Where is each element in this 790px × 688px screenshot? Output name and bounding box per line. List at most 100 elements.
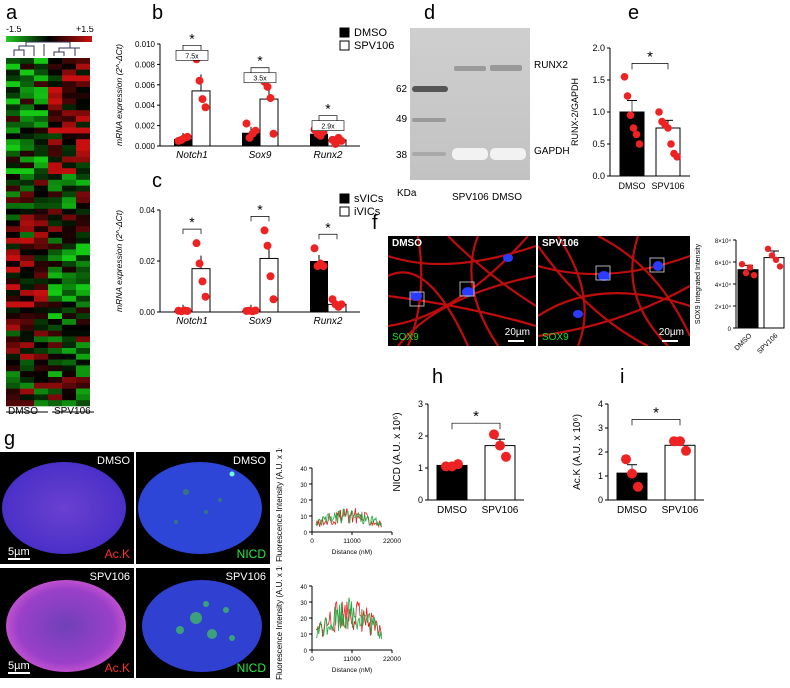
heatmap-cell: [76, 382, 90, 389]
heatmap-cell: [6, 226, 20, 233]
significance-star: *: [257, 53, 263, 69]
heatmap-cell: [48, 162, 62, 169]
data-point: [453, 459, 463, 470]
heatmap-cell: [62, 284, 76, 291]
panel-label-d: d: [424, 2, 436, 24]
significance-star: *: [189, 214, 195, 230]
heatmap-cell: [76, 174, 90, 181]
panel-label-c: c: [152, 170, 162, 192]
heatmap-cell: [76, 168, 90, 175]
heatmap-cell: [62, 110, 76, 117]
data-point: [195, 259, 204, 268]
heatmap-cell: [34, 69, 48, 76]
heatmap-cell: [34, 394, 48, 401]
heatmap-cell: [62, 220, 76, 227]
data-point: [195, 76, 204, 85]
panel-label-b: b: [152, 2, 164, 24]
heatmap-cell: [20, 139, 34, 146]
heatmap-cell: [34, 58, 48, 65]
y-tick-label: 0.0: [592, 171, 605, 181]
heatmap-cell: [6, 162, 20, 169]
heatmap-cell: [62, 348, 76, 355]
chart-e: 0.0 0.5 1.0 1.5 2.0 RUNX-2/GAPDH DMSO SPV106 *: [570, 43, 690, 191]
heatmap-cell: [48, 307, 62, 314]
heatmap-cell: [20, 359, 34, 366]
micro-g-spv-ack-image: [6, 580, 126, 672]
heatmap-cell: [20, 278, 34, 285]
blot-band-ladder-62: [412, 86, 448, 92]
heatmap-cell: [76, 162, 90, 169]
heatmap-cell: [76, 313, 90, 320]
heatmap-cell: [34, 110, 48, 117]
chart-g-spv-profile: 0 10 20 30 40 0 11000 22000 Distance (nM) Fluores…: [275, 566, 401, 680]
micro-f-dmso-scalebar: [508, 340, 524, 342]
heatmap-cell: [76, 266, 90, 273]
y-tick-label: 0: [598, 495, 603, 505]
heatmap-cell: [34, 174, 48, 181]
heatmap-cell: [62, 162, 76, 169]
category-label: SPV106: [651, 181, 684, 191]
y-axis-label: Ac.K (A.U. x 10⁶): [572, 414, 583, 490]
blot-marker-62: 62: [396, 84, 408, 95]
heatmap-cell: [48, 330, 62, 337]
heatmap-cell: [48, 266, 62, 273]
heatmap-cell: [48, 179, 62, 186]
bar-SPV106: [484, 445, 516, 501]
heatmap-cell: [62, 81, 76, 88]
data-point: [667, 140, 675, 148]
heatmap-cell: [20, 58, 34, 65]
heatmap-cell: [34, 400, 48, 407]
heatmap-cell: [62, 121, 76, 128]
heatmap-cell: [20, 145, 34, 152]
heatmap-cell: [62, 261, 76, 268]
blot-marker-49: 49: [396, 114, 408, 125]
y-tick-label: 10: [300, 515, 307, 521]
y-tick-label: 0: [304, 649, 308, 655]
data-point: [632, 130, 641, 139]
heatmap-cell: [20, 336, 34, 343]
fold-label-box: [175, 49, 209, 61]
heatmap-cell: [34, 208, 48, 215]
fold-label-box: [311, 120, 345, 131]
heatmap-cell: [76, 348, 90, 355]
heatmap-cell: [48, 261, 62, 268]
heatmap-cell: [76, 261, 90, 268]
data-point: [620, 73, 629, 81]
y-tick-label: 0.000: [135, 142, 156, 151]
heatmap-cell: [20, 87, 34, 94]
heatmap-cell: [20, 179, 34, 186]
heatmap-cell: [76, 249, 90, 256]
significance-star: *: [257, 201, 263, 217]
micro-g-dmso-ack-label: DMSO: [97, 455, 130, 467]
heatmap-cell: [6, 261, 20, 268]
heatmap-cell: [48, 400, 62, 407]
significance-bracket: [250, 216, 270, 222]
heatmap-cell: [20, 104, 34, 111]
category-label: DMSO: [437, 505, 467, 516]
heatmap-cell: [34, 133, 48, 140]
heatmap-cell: [6, 301, 20, 308]
data-point: [750, 272, 758, 279]
heatmap-cell: [6, 394, 20, 401]
x-axis-label: Distance (nM): [332, 549, 372, 556]
micro-g-spv-ack: SPV106 Ac.K 5µm: [0, 568, 134, 678]
data-point: [776, 263, 784, 270]
heatmap-cell: [34, 348, 48, 355]
heatmap-cell: [34, 243, 48, 250]
heatmap-cell: [76, 133, 90, 140]
heatmap-cell: [34, 87, 48, 94]
heatmap-cell: [6, 104, 20, 111]
category-label: DMSO: [617, 505, 647, 516]
heatmap-cell: [76, 295, 90, 302]
blot-marker-38: 38: [396, 150, 408, 161]
heatmap-group-dmso: DMSO: [8, 406, 38, 417]
heatmap-cell: [6, 348, 20, 355]
heatmap-cell: [48, 127, 62, 134]
heatmap-cell: [76, 110, 90, 117]
heatmap-cell: [6, 150, 20, 157]
heatmap-cell: [6, 313, 20, 320]
heatmap-cell: [6, 75, 20, 82]
heatmap-cell: [20, 214, 34, 221]
heatmap-cell: [6, 87, 20, 94]
heatmap-cell: [48, 191, 62, 198]
